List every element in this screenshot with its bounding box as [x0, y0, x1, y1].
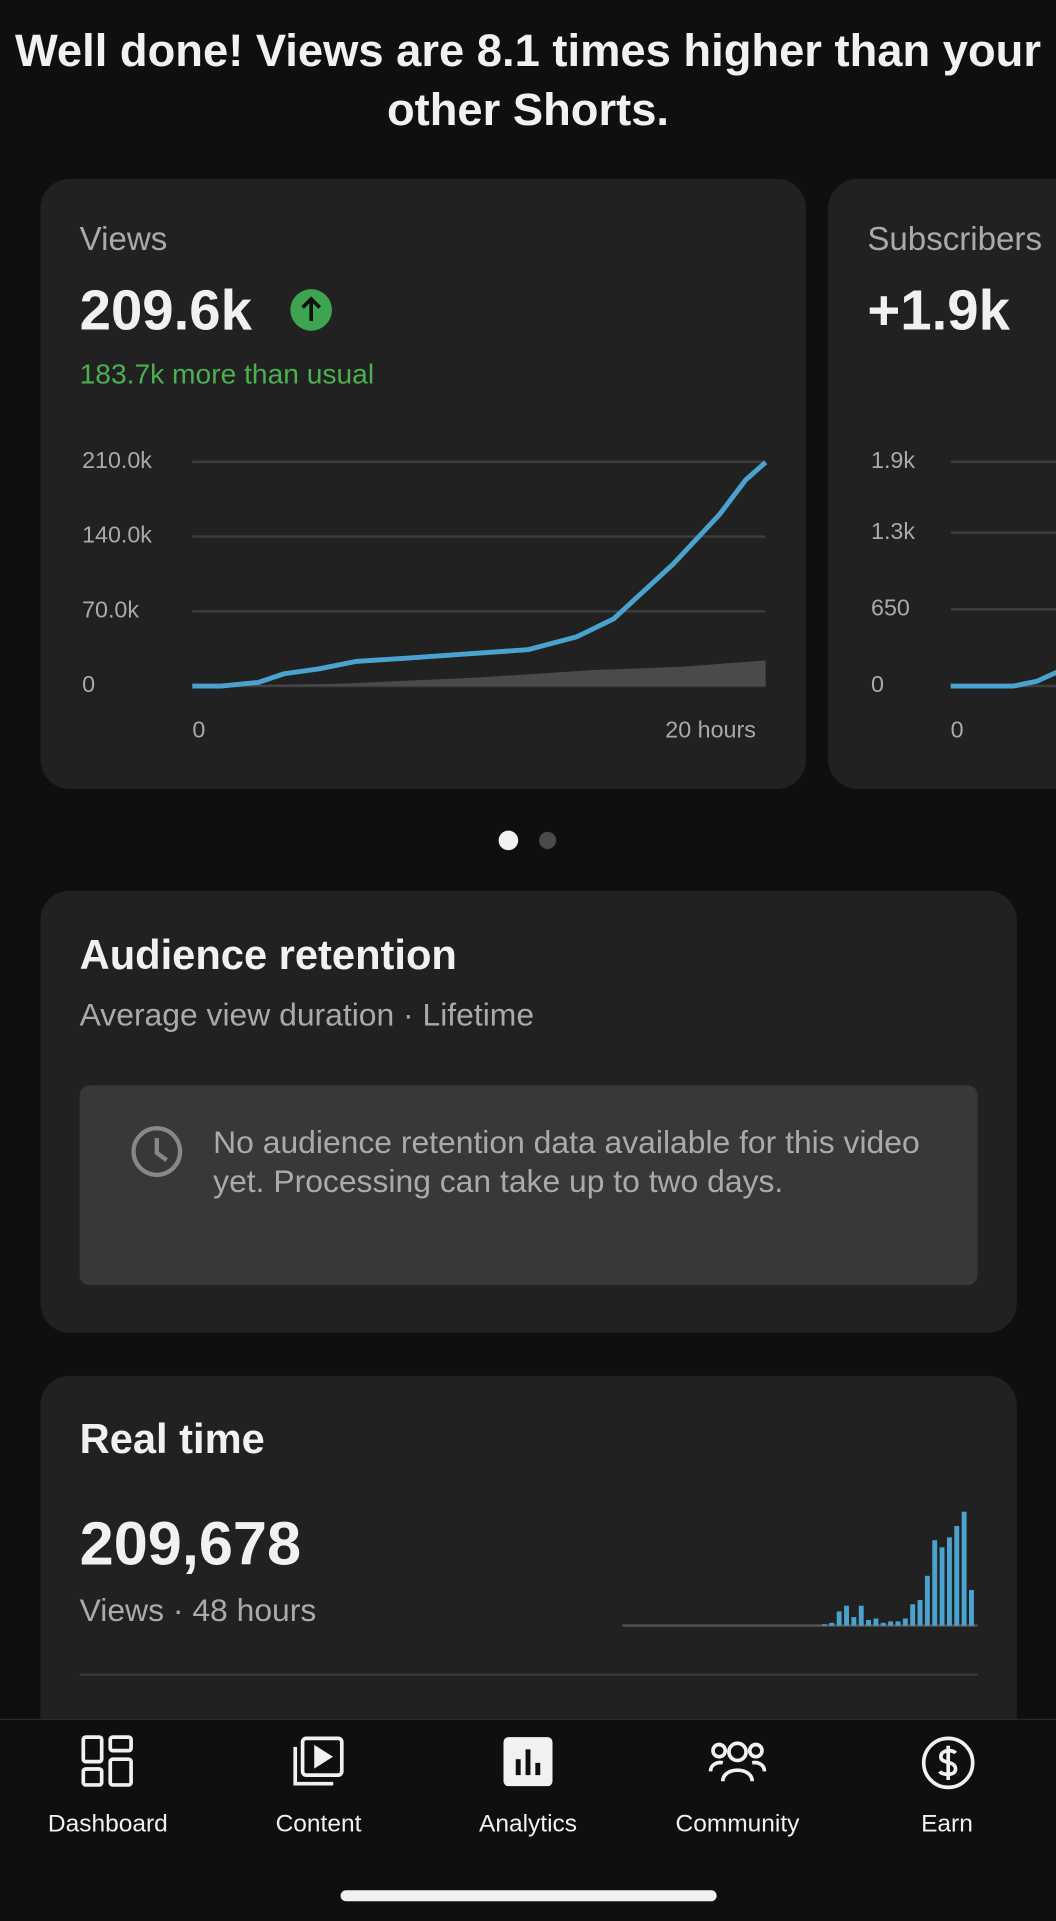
series-line [192, 460, 768, 689]
nav-item[interactable]: Community [646, 1735, 830, 1845]
bar [924, 1575, 930, 1626]
bar [910, 1604, 916, 1626]
views-card[interactable]: Views 209.6k 183.7k more than usual 0 70.… [40, 178, 807, 789]
divider [79, 1673, 978, 1676]
card-note: 183.7k more than usual [79, 357, 375, 390]
bar [946, 1537, 952, 1626]
bar [880, 1622, 886, 1626]
bar [858, 1605, 864, 1626]
subscribers-chart: 0 650 1.3k 1.9k 0 [871, 447, 1056, 743]
views-chart: 0 70.0k 140.0k 210.0k 0 20 hours [82, 447, 768, 743]
y-tick-label: 1.3k [871, 518, 915, 544]
y-tick-label: 650 [871, 594, 910, 620]
card-title: Audience retention [79, 932, 457, 979]
nav-item[interactable]: Analytics [436, 1735, 620, 1845]
nav-label: Content [275, 1810, 362, 1838]
bar [851, 1617, 857, 1626]
page-dots [498, 830, 557, 851]
nav-label: Community [675, 1810, 800, 1838]
bar [866, 1619, 872, 1626]
nav-label: Analytics [478, 1810, 578, 1838]
y-tick-label: 140.0k [82, 522, 152, 548]
card-title: Real time [79, 1416, 265, 1463]
analytics-icon [503, 1737, 553, 1787]
clock-icon [131, 1126, 183, 1177]
realtime-chart [622, 1511, 978, 1627]
bar [822, 1624, 827, 1626]
series-line [950, 669, 1056, 689]
card-subtitle: Average view duration · Lifetime [79, 995, 535, 1033]
card-value: 209.6k [79, 278, 252, 342]
bar [902, 1618, 908, 1626]
bar [829, 1622, 835, 1626]
nav-item[interactable]: Content [227, 1735, 411, 1845]
bar [873, 1618, 879, 1626]
x-tick-label: 20 hours [665, 717, 756, 743]
headline: Well done! Views are 8.1 times higher th… [14, 25, 1042, 135]
community-icon [708, 1741, 767, 1782]
bar [895, 1621, 901, 1626]
nav-item[interactable]: Earn [855, 1735, 1039, 1845]
content-icon [293, 1736, 344, 1786]
dashboard-icon [81, 1735, 133, 1787]
bar [939, 1547, 945, 1626]
up-icon [290, 289, 332, 331]
home-indicator [340, 1890, 717, 1902]
card-value: 209,678 [79, 1509, 302, 1578]
card-label: Subscribers [867, 220, 1042, 258]
bar [932, 1540, 938, 1626]
bar [844, 1605, 849, 1626]
bar [888, 1621, 894, 1626]
card-subtitle: Views · 48 hours [79, 1591, 317, 1629]
bar [961, 1511, 967, 1626]
bar [969, 1590, 974, 1626]
x-tick-label: 0 [951, 717, 964, 743]
y-tick-label: 210.0k [82, 447, 152, 473]
empty-message: No audience retention data available for… [213, 1123, 920, 1200]
bar [917, 1600, 923, 1626]
x-tick-label: 0 [192, 717, 205, 743]
earn-icon [921, 1736, 975, 1790]
y-tick-label: 0 [871, 671, 884, 697]
card-label: Views [79, 220, 168, 258]
subscribers-card[interactable]: Subscribers +1.9k 0 650 1.3k 1.9k 0 [828, 178, 1056, 789]
nav-label: Earn [921, 1810, 973, 1838]
nav-item[interactable]: Dashboard [16, 1735, 200, 1845]
nav-label: Dashboard [47, 1810, 168, 1838]
bar [836, 1611, 842, 1626]
y-tick-label: 0 [82, 671, 95, 697]
y-tick-label: 1.9k [871, 447, 915, 473]
bar [954, 1525, 960, 1626]
retention-card[interactable]: Audience retention Average view duration… [40, 890, 1017, 1333]
typical-range [192, 660, 766, 687]
empty-state: No audience retention data available for… [79, 1085, 978, 1286]
bottom-nav: Dashboard Content Analytics Community Ea… [0, 1718, 1056, 1921]
y-tick-label: 70.0k [82, 596, 139, 622]
card-value: +1.9k [867, 278, 1010, 342]
